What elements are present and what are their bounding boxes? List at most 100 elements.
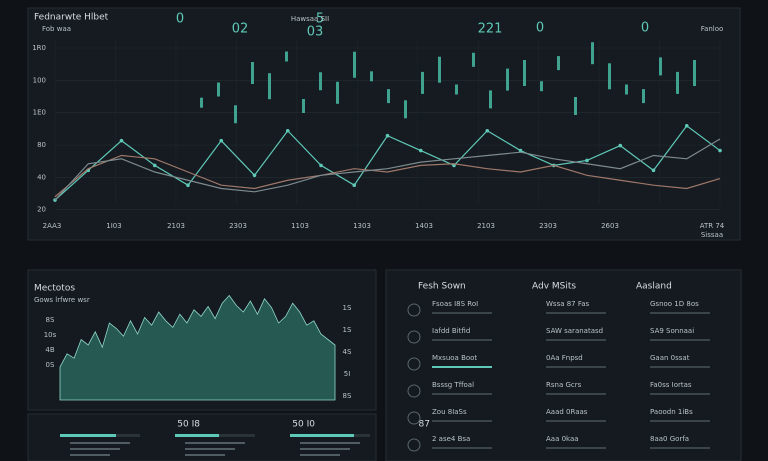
x-label: ATR 74 <box>700 222 725 230</box>
x-label: 2303 <box>539 222 557 230</box>
row-text: Zou 8IaSs <box>432 408 467 416</box>
x-label: 2303 <box>229 222 247 230</box>
point <box>219 138 224 143</box>
x-label: 1403 <box>415 222 433 230</box>
point <box>651 168 656 173</box>
candle <box>353 51 356 78</box>
y-label: 1S <box>343 304 352 312</box>
row-text: Gsnoo 1D 8os <box>650 300 699 308</box>
row-bar <box>546 339 606 341</box>
row-text: Bsssg Tffoal <box>432 381 474 389</box>
y-label: 40 <box>37 173 46 181</box>
row-bar <box>650 312 710 314</box>
row-bar <box>546 393 606 395</box>
gauge-row <box>70 454 110 456</box>
point <box>119 138 124 143</box>
row-bar <box>432 312 492 314</box>
gauge-row <box>185 442 245 444</box>
row-text: 8aa0 Gorfa <box>650 435 689 443</box>
row-text: Rsna Gcrs <box>546 381 582 389</box>
row-text: Fsoas I8S RoI <box>432 300 478 308</box>
candle <box>608 63 611 90</box>
candle <box>557 56 560 71</box>
header-stat: 221 <box>478 22 503 37</box>
gauge-label: 87 <box>419 420 430 430</box>
row-text: Iafdd Bitfid <box>432 327 470 335</box>
point <box>518 148 523 153</box>
point <box>618 143 623 148</box>
candle <box>387 89 390 104</box>
gauge-row <box>70 442 130 444</box>
y-label: 1S <box>343 326 352 334</box>
area-title: Mectotos <box>34 284 75 294</box>
candle <box>506 68 509 91</box>
area <box>59 294 336 401</box>
row-icon <box>407 384 421 398</box>
x-label: 2603 <box>601 222 619 230</box>
row-text: 0Aa Fnpsd <box>546 354 583 362</box>
y-label: 8S <box>343 392 352 400</box>
candle <box>625 84 628 95</box>
y-label: 20 <box>37 206 46 214</box>
gauge-row <box>70 448 120 450</box>
candle <box>302 99 305 113</box>
row-bar <box>650 447 710 449</box>
candle <box>472 52 475 67</box>
row-bar <box>546 447 606 449</box>
header-stat: 0 <box>176 12 184 27</box>
title: Fednarwte Hlbet <box>34 13 109 23</box>
y-label: 8S <box>46 316 55 324</box>
candle <box>234 105 237 124</box>
candle <box>438 56 441 83</box>
point <box>352 183 357 187</box>
point <box>152 163 157 168</box>
x-label: 2AA3 <box>43 222 62 230</box>
candle <box>574 97 577 115</box>
point <box>418 148 423 153</box>
gauge-bar <box>60 434 116 437</box>
candle <box>404 100 407 119</box>
x-label: Sissaa <box>701 231 723 239</box>
y-label: 1E0 <box>33 109 46 117</box>
candle <box>268 73 271 100</box>
y-label: 10s <box>44 331 57 339</box>
row-bar <box>650 339 710 341</box>
x-label: 1103 <box>291 222 309 230</box>
candle <box>370 71 373 82</box>
list-panel <box>385 269 742 461</box>
candle <box>251 62 254 84</box>
row-bar <box>432 366 492 368</box>
point <box>252 173 257 178</box>
candle <box>523 60 526 86</box>
gauge-row <box>300 442 360 444</box>
point <box>319 163 323 168</box>
row-bar <box>650 393 710 395</box>
candle <box>455 84 458 95</box>
y-label: 100 <box>33 76 46 84</box>
gauge-bar <box>175 434 219 437</box>
point <box>718 148 722 153</box>
candle <box>336 81 339 104</box>
subtitle: Fob waa <box>42 25 71 33</box>
point <box>452 163 456 168</box>
point <box>585 158 589 163</box>
row-icon <box>407 303 421 317</box>
gauge-panel <box>27 413 377 461</box>
header-stat: 02 <box>232 22 249 37</box>
row-text: Mxsuoa Boot <box>432 354 477 362</box>
point <box>186 183 190 187</box>
x-label: 2103 <box>477 222 495 230</box>
line-series <box>54 138 721 201</box>
header-stat: 5 <box>316 12 324 27</box>
row-text: 2 ase4 Bsa <box>432 435 470 443</box>
candle <box>540 81 543 92</box>
header-stat: 03 <box>307 25 324 40</box>
candle <box>676 71 679 94</box>
row-bar <box>432 447 492 449</box>
row-bar <box>650 420 710 422</box>
row-text: Aaa 0kaa <box>546 435 579 443</box>
candle <box>489 90 492 109</box>
y-label: 80 <box>37 141 46 149</box>
candle <box>642 89 645 104</box>
x-label: 1303 <box>353 222 371 230</box>
